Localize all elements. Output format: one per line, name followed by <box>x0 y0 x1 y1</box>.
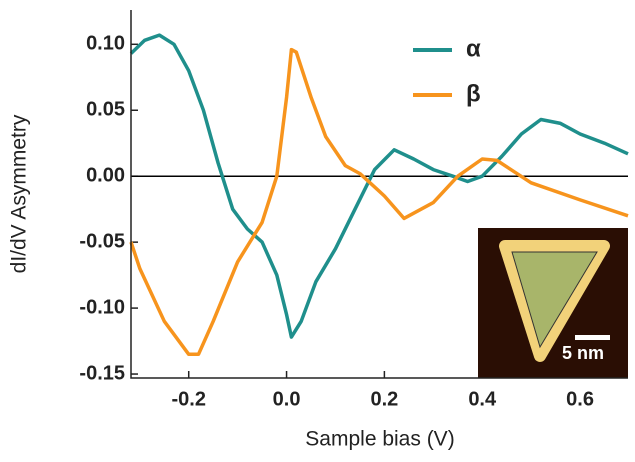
scale-bar-label: 5 nm <box>562 343 604 363</box>
x-tick-label: 0.0 <box>273 388 301 410</box>
legend-label: β <box>466 80 481 107</box>
y-tick-label: -0.15 <box>79 362 125 384</box>
x-tick-label: 0.6 <box>566 388 594 410</box>
inset-image <box>478 228 628 378</box>
y-axis-label: dI/dV Asymmetry <box>8 114 31 273</box>
legend-label: α <box>466 35 481 62</box>
y-tick-label: -0.05 <box>79 230 125 252</box>
x-tick-label: 0.2 <box>370 388 398 410</box>
x-tick-label: -0.2 <box>171 388 205 410</box>
x-tick-label: 0.4 <box>468 388 497 410</box>
y-tick-label: 0.10 <box>86 33 125 55</box>
y-tick-label: 0.05 <box>86 99 125 121</box>
y-tick-label: -0.10 <box>79 296 125 318</box>
y-tick-label: 0.00 <box>86 164 125 186</box>
x-axis-label: Sample bias (V) <box>305 428 454 451</box>
chart: Sample bias (V) dI/dV Asymmetry 0.100.05… <box>0 0 635 457</box>
